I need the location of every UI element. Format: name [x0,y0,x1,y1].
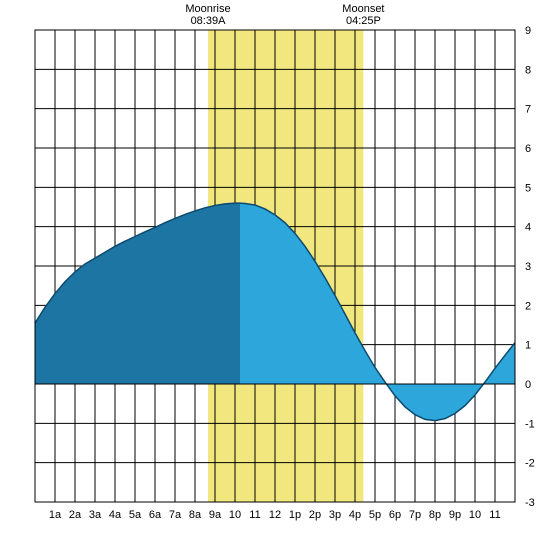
x-tick-label: 12 [269,509,281,521]
y-tick-label: -1 [525,418,535,430]
y-tick-label: 3 [525,261,531,273]
y-tick-label: 7 [525,104,531,116]
x-tick-label: 2a [69,509,82,521]
y-tick-label: 0 [525,379,531,391]
x-tick-label: 2p [309,509,321,521]
y-tick-label: 4 [525,222,531,234]
x-tick-label: 10 [469,509,481,521]
x-tick-label: 11 [489,509,500,521]
y-tick-label: -2 [525,458,535,470]
y-tick-label: 6 [525,143,531,155]
x-tick-label: 9a [209,509,222,521]
x-tick-label: 4a [109,509,122,521]
x-tick-label: 3a [89,509,102,521]
y-tick-label: 1 [525,340,531,352]
y-tick-label: 2 [525,300,531,312]
x-tick-label: 11 [249,509,260,521]
x-tick-label: 5a [129,509,142,521]
moonset-title: Moonset [342,3,384,15]
x-tick-label: 3p [329,509,341,521]
x-tick-label: 9p [449,509,461,521]
moonset-time: 04:25P [346,15,381,27]
x-tick-label: 6a [149,509,162,521]
y-tick-label: 8 [525,64,531,76]
x-tick-label: 1a [49,509,62,521]
x-tick-label: 5p [369,509,381,521]
moonrise-title: Moonrise [185,3,230,15]
x-tick-label: 8a [189,509,202,521]
y-tick-label: 9 [525,25,531,37]
x-tick-label: 10 [229,509,241,521]
x-tick-label: 8p [429,509,441,521]
x-tick-label: 6p [389,509,401,521]
moonrise-time: 08:39A [191,15,227,27]
y-tick-label: 5 [525,182,531,194]
y-tick-label: -3 [525,497,535,509]
x-tick-label: 7a [169,509,182,521]
x-tick-label: 4p [349,509,361,521]
x-tick-label: 1p [289,509,301,521]
tide-chart: -3-2-101234567891a2a3a4a5a6a7a8a9a101112… [0,0,550,550]
x-tick-label: 7p [409,509,421,521]
